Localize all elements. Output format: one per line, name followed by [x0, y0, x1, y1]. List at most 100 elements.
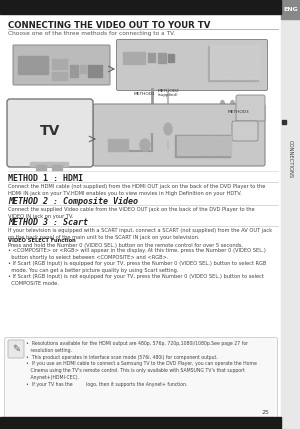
Text: CONNECTING THE VIDEO OUT TO YOUR TV: CONNECTING THE VIDEO OUT TO YOUR TV: [8, 21, 210, 30]
Bar: [202, 136, 206, 140]
Text: VIDEO SELECT Function: VIDEO SELECT Function: [8, 238, 76, 243]
Bar: [187, 146, 191, 150]
Text: ENG: ENG: [283, 7, 298, 12]
Bar: [197, 141, 201, 145]
Bar: [255, 45, 259, 49]
Bar: [225, 50, 229, 54]
Text: METHOD3: METHOD3: [228, 110, 250, 114]
Text: If your television is equipped with a SCART input, connect a SCART (not supplied: If your television is equipped with a SC…: [8, 228, 272, 240]
Text: METHOD 3 : Scart: METHOD 3 : Scart: [8, 218, 88, 227]
Bar: [52, 59, 67, 69]
Bar: [210, 50, 214, 54]
Bar: [148, 53, 156, 63]
Bar: [281, 0, 300, 429]
Bar: [227, 141, 231, 145]
Bar: [212, 136, 216, 140]
Bar: [210, 60, 214, 64]
Bar: [202, 146, 206, 150]
Bar: [250, 70, 254, 74]
Bar: [222, 136, 226, 140]
FancyBboxPatch shape: [93, 104, 265, 166]
Bar: [217, 151, 221, 155]
Bar: [182, 141, 186, 145]
Text: METHOD2: METHOD2: [157, 89, 179, 93]
Bar: [282, 120, 286, 124]
Bar: [212, 146, 216, 150]
Bar: [255, 55, 259, 59]
Bar: [70, 65, 78, 77]
Text: •  Resolutions available for the HDMI output are 480p, 576p, 720p,1080i/1080p.Se: • Resolutions available for the HDMI out…: [26, 341, 257, 387]
Bar: [187, 151, 191, 155]
Bar: [207, 146, 211, 150]
Bar: [240, 50, 244, 54]
Bar: [177, 141, 181, 145]
Bar: [245, 70, 249, 74]
Bar: [215, 65, 219, 69]
Bar: [235, 75, 239, 79]
Bar: [177, 151, 181, 155]
Bar: [177, 146, 181, 150]
Bar: [235, 70, 239, 74]
Bar: [210, 55, 214, 59]
Bar: [225, 75, 229, 79]
Text: Choose one of the three methods for connecting to a TV.: Choose one of the three methods for conn…: [8, 31, 175, 36]
Bar: [250, 55, 254, 59]
Bar: [192, 151, 196, 155]
Bar: [230, 75, 234, 79]
Bar: [88, 65, 102, 77]
Text: Connect the HDMI cable (not supplied) from the HDMI OUT jack on the back of the : Connect the HDMI cable (not supplied) fr…: [8, 184, 266, 196]
FancyBboxPatch shape: [116, 39, 268, 91]
Bar: [202, 151, 206, 155]
Text: METHOD1: METHOD1: [134, 92, 156, 96]
Bar: [207, 141, 211, 145]
Bar: [212, 151, 216, 155]
Text: • <COMPOSITE> or <RGB> will appear in the display. At this time, press the Numbe: • <COMPOSITE> or <RGB> will appear in th…: [8, 248, 266, 286]
Text: METHOD 2 : Composite Video: METHOD 2 : Composite Video: [8, 197, 138, 206]
FancyBboxPatch shape: [13, 45, 110, 85]
Bar: [175, 135, 230, 157]
Bar: [250, 50, 254, 54]
Bar: [220, 75, 224, 79]
FancyBboxPatch shape: [236, 95, 265, 121]
Ellipse shape: [140, 139, 150, 151]
Bar: [182, 136, 186, 140]
Bar: [0, 0, 281, 14]
Bar: [225, 65, 229, 69]
Bar: [80, 65, 86, 73]
Bar: [168, 54, 174, 62]
Bar: [197, 146, 201, 150]
Bar: [177, 136, 181, 140]
Bar: [220, 50, 224, 54]
Bar: [230, 50, 234, 54]
Bar: [225, 55, 229, 59]
Bar: [192, 136, 196, 140]
Bar: [245, 65, 249, 69]
Bar: [255, 50, 259, 54]
Text: METHOD 1 : HDMI: METHOD 1 : HDMI: [8, 174, 83, 183]
Bar: [230, 60, 234, 64]
Bar: [227, 151, 231, 155]
Bar: [230, 45, 234, 49]
Bar: [210, 65, 214, 69]
Bar: [240, 55, 244, 59]
Bar: [158, 53, 166, 63]
Bar: [52, 165, 62, 170]
Bar: [215, 45, 219, 49]
Bar: [36, 165, 46, 170]
FancyBboxPatch shape: [8, 340, 24, 358]
Bar: [207, 136, 211, 140]
Bar: [245, 75, 249, 79]
Bar: [182, 146, 186, 150]
Bar: [225, 70, 229, 74]
Bar: [212, 141, 216, 145]
Bar: [187, 141, 191, 145]
Bar: [210, 70, 214, 74]
Bar: [245, 45, 249, 49]
Bar: [208, 46, 258, 81]
Ellipse shape: [164, 123, 172, 135]
Bar: [230, 55, 234, 59]
Bar: [207, 151, 211, 155]
Bar: [235, 45, 239, 49]
Bar: [220, 60, 224, 64]
Bar: [250, 75, 254, 79]
